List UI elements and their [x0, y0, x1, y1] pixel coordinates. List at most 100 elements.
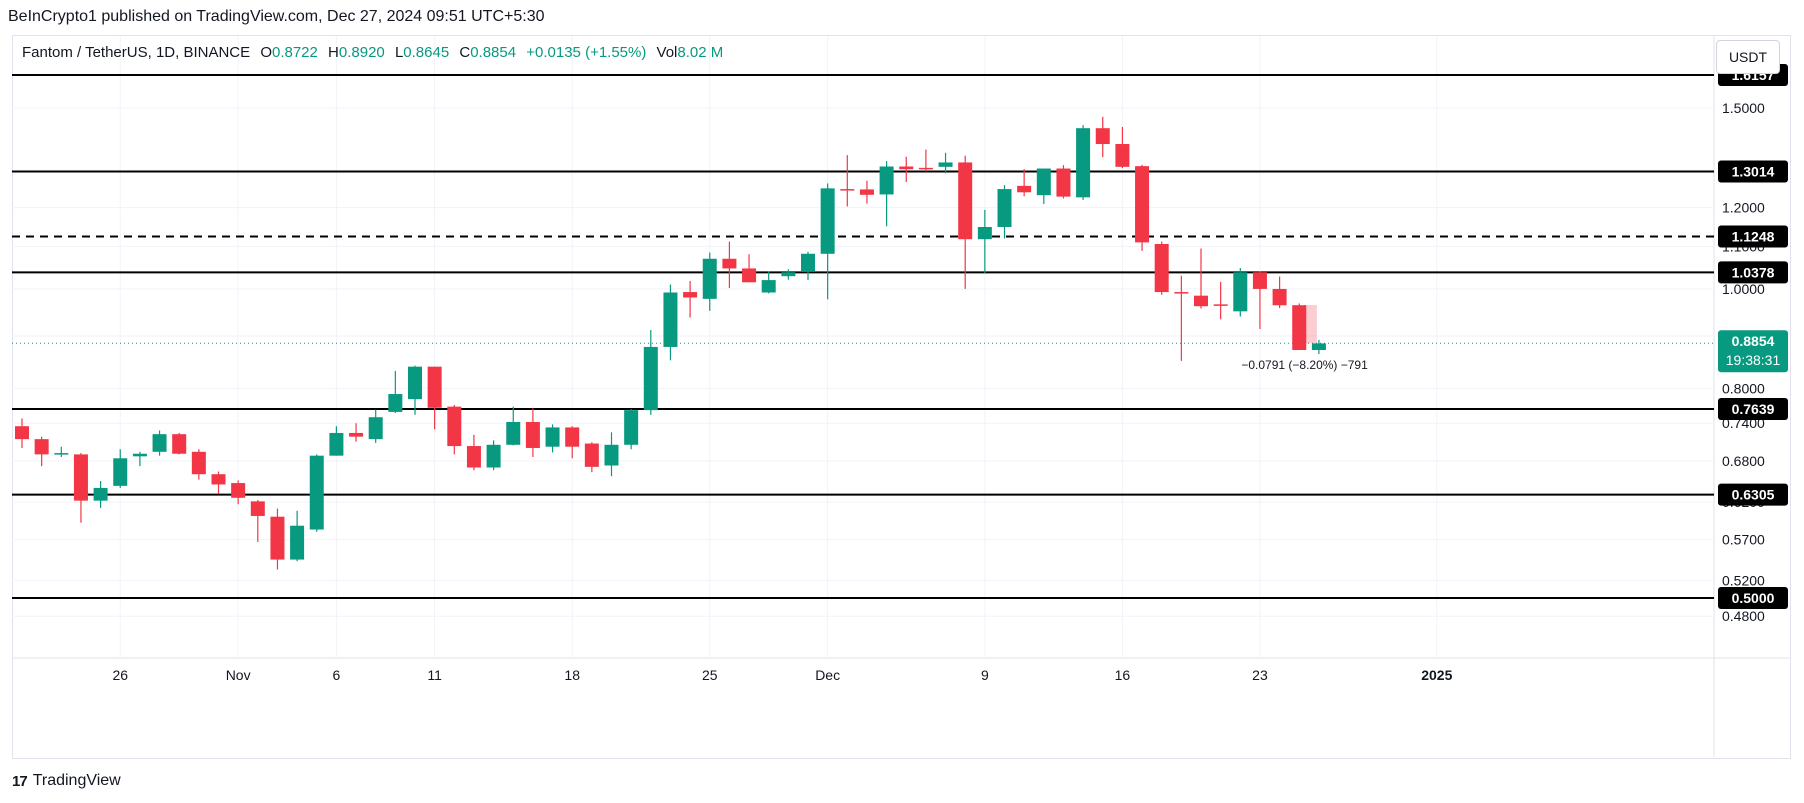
candle-body	[427, 366, 442, 408]
candle-body	[545, 427, 560, 447]
candle-body	[1272, 288, 1287, 306]
candle-body	[899, 166, 914, 170]
candle-body	[820, 188, 835, 254]
candle-body	[34, 439, 49, 455]
low-value: 0.8645	[403, 44, 450, 61]
candle-body	[1292, 305, 1307, 351]
candle-body	[781, 272, 796, 277]
close-value: 0.8854	[470, 44, 517, 61]
candle-body	[683, 292, 698, 298]
candle-body	[1095, 128, 1110, 145]
y-axis: 1.50001.20001.10001.00000.90000.80000.74…	[1718, 64, 1788, 624]
candle-body	[73, 454, 88, 501]
low-label: L	[394, 44, 404, 61]
candle-body	[584, 443, 599, 467]
candle-body	[231, 483, 246, 498]
candle-body	[702, 258, 717, 299]
candle-body	[447, 406, 462, 447]
candle-body	[1174, 292, 1189, 294]
candle-body	[525, 421, 540, 448]
level-label: 1.3014	[1732, 163, 1775, 179]
candle-body	[152, 434, 167, 452]
symbol-legend: Fantom / TetherUS, 1D, BINANCE O0.8722 H…	[22, 44, 723, 61]
candle-body	[1017, 185, 1032, 193]
open-label: O	[260, 44, 272, 61]
level-tag	[1718, 398, 1788, 421]
candle-body	[1194, 295, 1208, 307]
candle-body	[643, 346, 658, 411]
candle-body	[565, 427, 580, 447]
y-tick-label: 0.5200	[1722, 573, 1765, 589]
x-tick-label: 25	[702, 667, 718, 683]
candle-body	[486, 444, 501, 468]
candle-body	[1311, 343, 1326, 351]
candle-body	[191, 451, 206, 475]
candle-body	[172, 434, 187, 454]
y-tick-label: 0.6800	[1722, 453, 1765, 469]
chart-frame	[12, 35, 1791, 759]
candle-body	[722, 258, 737, 269]
candle-body	[1233, 272, 1248, 312]
candle-body	[466, 446, 481, 468]
candle-body	[1252, 272, 1267, 289]
candle-body	[859, 189, 874, 195]
candle-body	[918, 167, 933, 170]
candle-body	[15, 426, 29, 440]
level-tag	[1718, 261, 1788, 284]
level-label: 0.7639	[1732, 401, 1775, 417]
x-tick-label: 18	[564, 667, 580, 683]
candle-body	[879, 166, 894, 195]
candle-body	[270, 516, 285, 560]
countdown-label: 19:38:31	[1726, 352, 1781, 368]
candle-body	[977, 226, 992, 240]
level-label: 1.0378	[1732, 264, 1775, 280]
close-label: C	[459, 44, 471, 61]
x-axis: 26 Nov 6 11 18 25 Dec 9 16 23 2025	[112, 667, 1452, 683]
candle-body	[132, 453, 147, 457]
y-tick-label: 0.5700	[1722, 532, 1765, 548]
candle-body	[1056, 168, 1071, 197]
brand-name: TradingView	[32, 772, 121, 789]
y-tick-label: 1.2000	[1722, 200, 1765, 216]
y-tick-label: 1.5000	[1722, 100, 1765, 116]
level-tag	[1718, 225, 1788, 248]
candle-body	[93, 487, 108, 501]
candle-body	[801, 253, 815, 272]
y-tick-label: 0.4800	[1722, 608, 1765, 624]
x-tick-label: Nov	[226, 667, 251, 683]
vol-value: 8.02 M	[677, 44, 724, 61]
x-tick-label: 11	[427, 667, 442, 683]
candle-body	[624, 410, 639, 445]
change-value: +0.0135 (+1.55%)	[526, 44, 647, 61]
candle-body	[250, 501, 265, 516]
candle-body	[1154, 244, 1169, 293]
candle-body	[54, 453, 69, 455]
high-label: H	[328, 44, 339, 61]
high-value: 0.8920	[338, 44, 385, 61]
symbol-name: Fantom / TetherUS, 1D, BINANCE	[22, 44, 251, 61]
candle-body	[1115, 144, 1130, 167]
x-tick-label: 6	[333, 667, 341, 683]
level-label: 0.6305	[1732, 487, 1775, 503]
candle-body	[1135, 166, 1150, 243]
x-tick-label: 16	[1115, 667, 1131, 683]
candle-body	[761, 280, 776, 293]
candle-body	[1213, 304, 1228, 306]
grid	[12, 36, 1791, 757]
candle-body	[840, 189, 855, 191]
candles	[15, 116, 1326, 570]
candle-body	[349, 432, 364, 437]
candle-body	[958, 162, 973, 240]
candle-body	[368, 417, 383, 440]
last-price-label: 0.8854	[1732, 333, 1775, 349]
candle-body	[506, 421, 521, 445]
x-tick-label: 9	[981, 667, 989, 683]
x-tick-label: 23	[1252, 667, 1268, 683]
candle-body	[408, 366, 422, 400]
currency-button[interactable]: USDT	[1716, 40, 1780, 74]
candle-body	[1076, 128, 1091, 198]
y-tick-label: 1.0000	[1722, 281, 1765, 297]
candle-body	[604, 444, 619, 466]
footer: 17 TradingView	[12, 772, 121, 790]
